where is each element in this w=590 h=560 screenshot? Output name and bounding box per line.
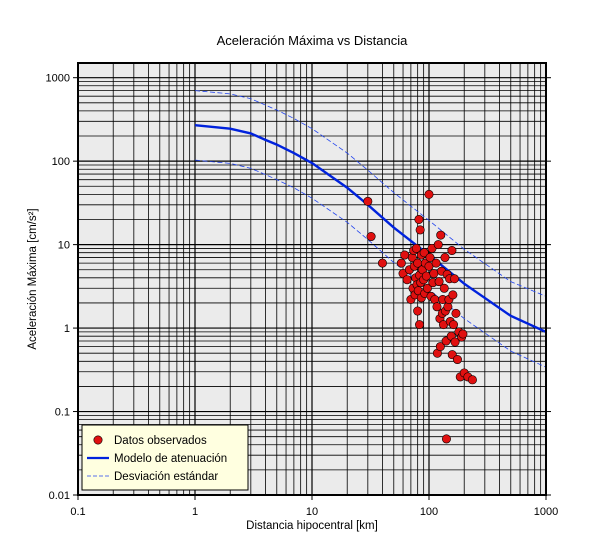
data-point xyxy=(363,196,373,206)
x-tick-label: 10 xyxy=(306,506,318,518)
y-tick-label: 1 xyxy=(64,323,70,335)
y-tick-label: 0.1 xyxy=(55,407,70,419)
data-point xyxy=(400,250,410,260)
data-point xyxy=(425,253,435,263)
legend-box xyxy=(81,424,249,491)
data-point xyxy=(436,230,446,240)
data-point xyxy=(402,275,412,285)
data-point xyxy=(441,434,451,444)
x-axis-label: Distancia hipocentral [km] xyxy=(246,520,378,532)
data-point xyxy=(422,283,432,293)
data-point xyxy=(447,246,457,256)
data-point xyxy=(467,375,477,385)
chart-title: Aceleración Máxima vs Distancia xyxy=(217,33,409,48)
data-point xyxy=(411,243,421,253)
data-point xyxy=(415,225,425,235)
legend-marker-observed xyxy=(93,435,103,445)
data-point xyxy=(451,308,461,318)
plot-frame xyxy=(77,62,547,496)
data-point xyxy=(449,320,459,330)
data-point xyxy=(458,329,468,339)
grid xyxy=(77,63,546,496)
legend-label-model: Modelo de atenuación xyxy=(114,453,227,465)
x-tick-labels: 0.1 1 10 100 1000 xyxy=(70,506,558,518)
data-point xyxy=(421,271,431,281)
x-tick-label: 0.1 xyxy=(70,506,85,518)
y-tick-label: 0.01 xyxy=(49,490,70,502)
data-point xyxy=(424,189,434,199)
y-tick-label: 100 xyxy=(52,156,70,168)
data-point xyxy=(396,258,406,268)
data-point xyxy=(435,342,445,352)
series-layer xyxy=(194,90,546,444)
data-point xyxy=(432,302,442,312)
data-point xyxy=(419,248,429,258)
data-point xyxy=(440,253,450,263)
x-tick-label: 1000 xyxy=(534,506,558,518)
data-point xyxy=(429,269,439,279)
data-point xyxy=(433,240,443,250)
legend-label-deviation: Desviación estándar xyxy=(114,471,218,483)
x-tick-label: 1 xyxy=(192,506,198,518)
deviation-line xyxy=(194,90,546,297)
y-tick-label: 10 xyxy=(58,240,70,252)
x-tick-label: 100 xyxy=(420,506,438,518)
data-point xyxy=(439,283,449,293)
data-point xyxy=(366,232,376,242)
data-point xyxy=(450,337,460,347)
data-point xyxy=(431,258,441,268)
data-point xyxy=(434,277,444,287)
data-point xyxy=(415,320,425,330)
data-point xyxy=(449,274,459,284)
data-point xyxy=(452,355,462,365)
y-axis-label: Aceleración Máxima [cm/s²] xyxy=(27,208,39,349)
data-point xyxy=(377,258,387,268)
data-point xyxy=(413,306,423,316)
data-point xyxy=(414,214,424,224)
y-tick-label: 1000 xyxy=(46,73,70,85)
y-tick-labels: 0.01 0.1 1 10 100 1000 xyxy=(46,73,70,502)
data-point xyxy=(448,290,458,300)
legend: Datos observados Modelo de atenuación De… xyxy=(81,424,249,491)
legend-label-observed: Datos observados xyxy=(114,435,207,447)
